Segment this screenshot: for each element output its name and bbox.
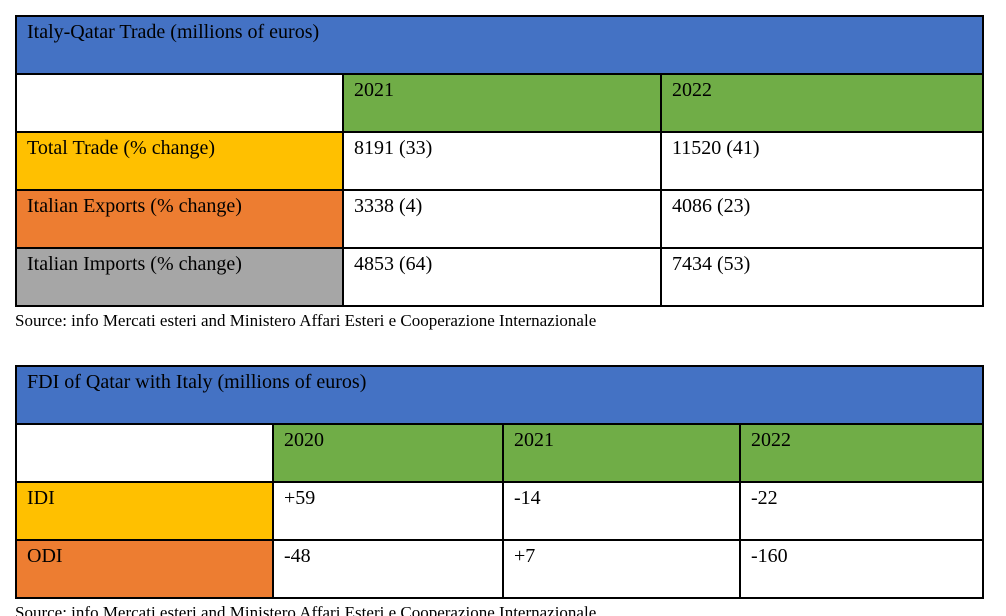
italy-qatar-trade-table: Italy-Qatar Trade (millions of euros) 20… <box>14 15 985 307</box>
table-row: Italian Exports (% change) 3338 (4) 4086… <box>15 189 985 249</box>
fdi-table-title-row: FDI of Qatar with Italy (millions of eur… <box>15 365 984 425</box>
fdi-header-2022: 2022 <box>739 423 984 483</box>
table-row: Total Trade (% change) 8191 (33) 11520 (… <box>15 131 985 191</box>
fdi-header-2021: 2021 <box>502 423 741 483</box>
fdi-header-2020: 2020 <box>272 423 504 483</box>
trade-table-title-row: Italy-Qatar Trade (millions of euros) <box>14 15 985 75</box>
italian-exports-2021-value: 3338 (4) <box>342 189 662 249</box>
trade-table-corner-cell <box>15 73 344 133</box>
row-label-odi: ODI <box>15 539 274 599</box>
odi-2020-value: -48 <box>272 539 504 599</box>
row-label-italian-imports: Italian Imports (% change) <box>15 247 344 307</box>
trade-header-2021: 2021 <box>342 73 662 133</box>
fdi-table-title: FDI of Qatar with Italy (millions of eur… <box>15 365 984 425</box>
trade-table-header-row: 2021 2022 <box>15 73 985 133</box>
total-trade-2021-value: 8191 (33) <box>342 131 662 191</box>
fdi-table-corner-cell <box>15 423 274 483</box>
fdi-table-source-note: Source: info Mercati esteri and Minister… <box>15 603 597 616</box>
italian-imports-2021-value: 4853 (64) <box>342 247 662 307</box>
italian-imports-2022-value: 7434 (53) <box>659 247 985 307</box>
idi-2021-value: -14 <box>502 481 741 541</box>
trade-table-title: Italy-Qatar Trade (millions of euros) <box>14 15 985 75</box>
idi-2022-value: -22 <box>739 481 984 541</box>
table-row: ODI -48 +7 -160 <box>15 539 984 599</box>
trade-header-2022: 2022 <box>659 73 985 133</box>
row-label-total-trade: Total Trade (% change) <box>15 131 344 191</box>
idi-2020-value: +59 <box>272 481 504 541</box>
row-label-italian-exports: Italian Exports (% change) <box>15 189 344 249</box>
row-label-idi: IDI <box>15 481 274 541</box>
total-trade-2022-value: 11520 (41) <box>659 131 985 191</box>
fdi-table-header-row: 2020 2021 2022 <box>15 423 984 483</box>
trade-table-source-note: Source: info Mercati esteri and Minister… <box>15 311 597 330</box>
table-row: Italian Imports (% change) 4853 (64) 743… <box>15 247 985 307</box>
italian-exports-2022-value: 4086 (23) <box>659 189 985 249</box>
table-row: IDI +59 -14 -22 <box>15 481 984 541</box>
fdi-qatar-italy-table: FDI of Qatar with Italy (millions of eur… <box>15 365 984 599</box>
odi-2021-value: +7 <box>502 539 741 599</box>
odi-2022-value: -160 <box>739 539 984 599</box>
